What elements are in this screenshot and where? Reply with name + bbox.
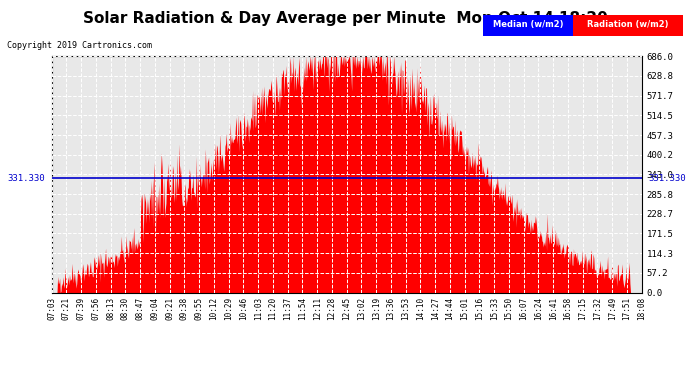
Text: Solar Radiation & Day Average per Minute  Mon Oct 14 18:20: Solar Radiation & Day Average per Minute…: [83, 11, 607, 26]
Text: 331.330: 331.330: [7, 174, 45, 183]
Text: 331.330: 331.330: [649, 174, 687, 183]
Text: Radiation (w/m2): Radiation (w/m2): [587, 20, 669, 29]
Text: Median (w/m2): Median (w/m2): [493, 20, 563, 29]
Text: Copyright 2019 Cartronics.com: Copyright 2019 Cartronics.com: [7, 41, 152, 50]
